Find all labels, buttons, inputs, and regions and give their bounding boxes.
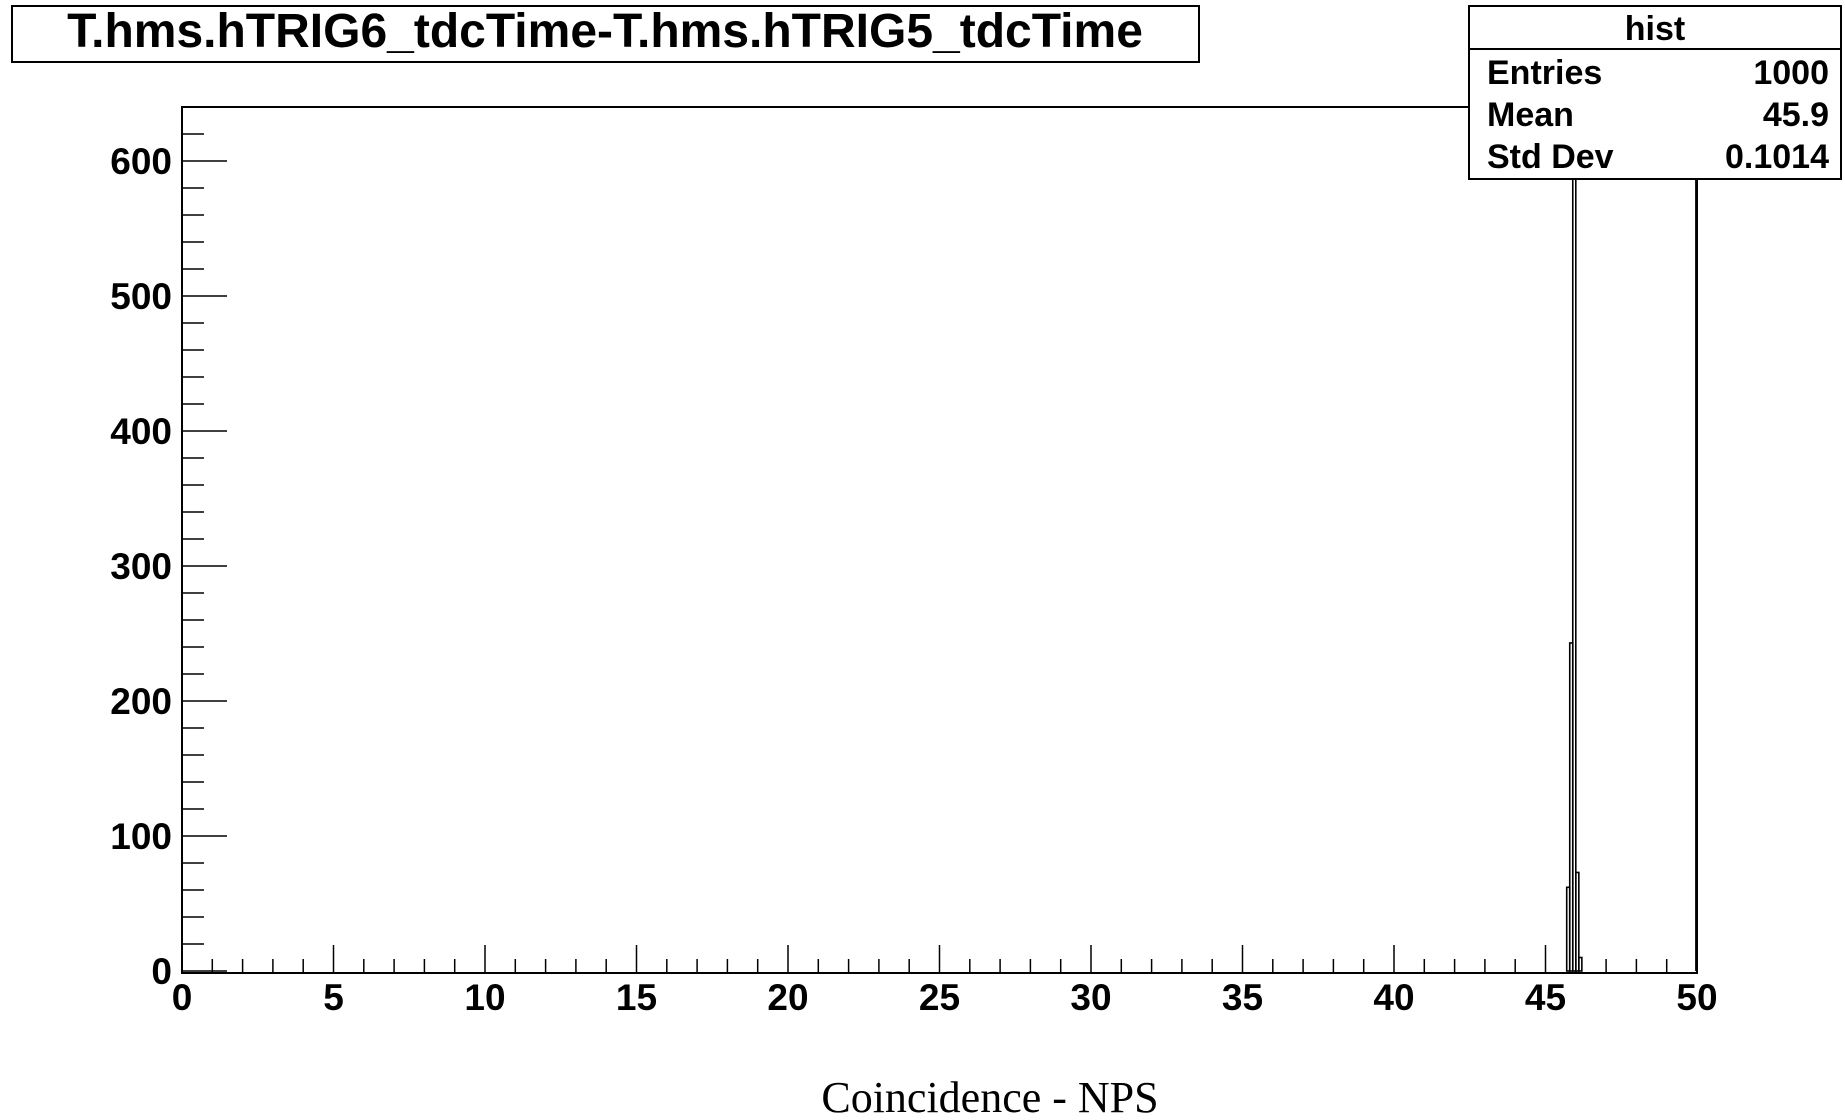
stats-box-frame xyxy=(1468,5,1842,180)
x-axis-label: Coincidence - NPS xyxy=(821,1073,1158,1120)
stats-mean-label: Mean xyxy=(1487,96,1574,134)
stats-box-title: hist xyxy=(1625,10,1685,48)
x-tick-label: 30 xyxy=(1070,977,1111,1018)
x-axis: 0 5 10 15 20 25 30 35 40 45 50 xyxy=(172,945,1718,1018)
stats-stddev-label: Std Dev xyxy=(1487,138,1614,176)
stats-box: hist Entries 1000 Mean 45.9 Std Dev 0.10… xyxy=(1468,5,1842,180)
x-tick-label: 45 xyxy=(1525,977,1566,1018)
y-tick-label: 200 xyxy=(110,681,172,722)
y-tick-label: 300 xyxy=(110,546,172,587)
x-tick-label: 10 xyxy=(464,977,505,1018)
histogram-bar xyxy=(1575,871,1580,972)
stats-stddev-value: 0.1014 xyxy=(1725,138,1829,176)
stats-entries-label: Entries xyxy=(1487,54,1602,92)
chart-title: T.hms.hTRIG6_tdcTime-T.hms.hTRIG5_tdcTim… xyxy=(67,5,1143,58)
x-tick-label: 35 xyxy=(1222,977,1263,1018)
title-box-frame xyxy=(11,5,1200,63)
y-tick-label: 100 xyxy=(110,816,172,857)
y-tick-label: 600 xyxy=(110,141,172,182)
x-tick-label: 15 xyxy=(616,977,657,1018)
histogram-bars xyxy=(1565,107,1697,972)
stats-mean-value: 45.9 xyxy=(1763,96,1829,134)
y-tick-label: 0 xyxy=(151,951,172,992)
x-tick-label: 5 xyxy=(323,977,344,1018)
y-tick-label: 400 xyxy=(110,411,172,452)
x-tick-label: 25 xyxy=(919,977,960,1018)
x-tick-label: 0 xyxy=(172,977,193,1018)
y-axis: 0 100 200 300 400 500 600 xyxy=(110,133,227,992)
x-tick-label: 50 xyxy=(1676,977,1717,1018)
title-box: T.hms.hTRIG6_tdcTime-T.hms.hTRIG5_tdcTim… xyxy=(11,5,1200,63)
plot-frame xyxy=(181,106,1698,974)
stats-entries-value: 1000 xyxy=(1753,54,1829,92)
histogram-bar xyxy=(1571,119,1577,972)
x-tick-label: 40 xyxy=(1373,977,1414,1018)
y-tick-label: 500 xyxy=(110,276,172,317)
x-tick-label: 20 xyxy=(767,977,808,1018)
histogram-bar xyxy=(1578,956,1583,972)
